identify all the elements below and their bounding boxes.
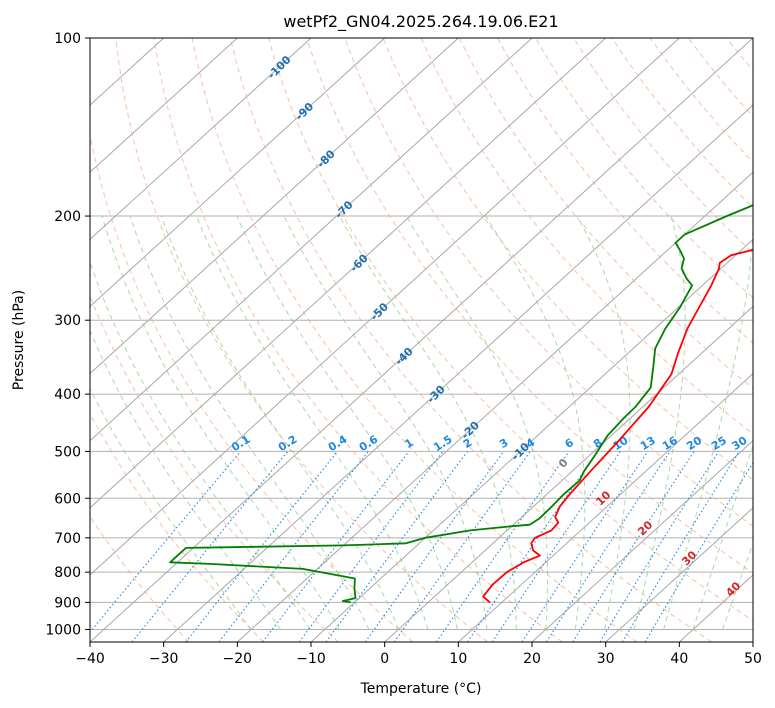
moist-adiabat (90, 329, 282, 630)
mixing-ratio-line (435, 451, 570, 642)
isotherm-line (605, 507, 753, 642)
dry-adiabat (153, 38, 563, 642)
x-tick-label: −40 (75, 651, 105, 667)
mixing-ratio-line (491, 451, 621, 642)
moist-adiabat (283, 215, 488, 630)
isotherm-line (531, 439, 753, 642)
y-tick-label: 400 (54, 387, 81, 403)
isotherm-line (163, 104, 753, 642)
mixing-ratio-line (572, 451, 695, 642)
temperature-profile (482, 248, 753, 604)
mixing-ratio-line (262, 451, 410, 642)
isotherm-line (90, 38, 533, 442)
dry-adiabat (90, 412, 264, 642)
mixing-ratio-line (621, 451, 740, 642)
isotherm-line (90, 38, 386, 308)
moist-adiabat (196, 215, 429, 630)
y-tick-label: 700 (54, 531, 81, 547)
x-tick-label: 20 (523, 651, 541, 667)
isotherm-line (90, 38, 459, 375)
moist-adiabat (236, 215, 458, 630)
moist-adiabat (633, 215, 686, 630)
x-tick-label: −20 (223, 651, 253, 667)
mixing-ratio-line (364, 451, 505, 642)
moist-adiabat (129, 215, 370, 630)
moist-adiabat (485, 215, 586, 630)
moist-adiabat (339, 215, 517, 630)
moist-adiabat (405, 215, 548, 630)
dry-adiabat (229, 38, 712, 642)
y-tick-label: 500 (54, 444, 81, 460)
x-tick-label: 50 (744, 651, 762, 667)
moist-adiabat (160, 215, 399, 630)
y-tick-label: 800 (54, 565, 81, 581)
mixing-ratio-label: 36 (750, 434, 770, 453)
mixing-ratio-line (90, 451, 242, 633)
moist-adiabat (576, 215, 631, 630)
x-tick-label: −30 (149, 651, 179, 667)
isotherm-line (90, 38, 238, 173)
chart-title: wetPf2_GN04.2025.264.19.06.E21 (283, 12, 558, 32)
dry-adiabat (344, 38, 753, 527)
dry-adiabat (458, 38, 753, 389)
x-axis-label: Temperature (°C) (360, 681, 482, 697)
x-tick-label: 30 (597, 651, 615, 667)
mixing-ratio-line (298, 451, 444, 642)
mixing-ratio-line (393, 451, 531, 642)
x-tick-label: 0 (380, 651, 389, 667)
mixing-ratio-line (599, 451, 720, 642)
y-tick-label: 900 (54, 595, 81, 611)
y-axis-label: Pressure (hPa) (11, 290, 27, 390)
mixing-ratio-line (521, 451, 649, 642)
dry-adiabat (90, 132, 414, 642)
moist-adiabat (90, 387, 252, 630)
y-tick-label: 100 (54, 31, 81, 47)
isotherm-line (90, 38, 607, 509)
isotherm-line (384, 305, 753, 642)
x-tick-label: −10 (296, 651, 326, 667)
dry-adiabat (90, 515, 190, 642)
isotherm-line (90, 38, 680, 576)
mixing-ratio-line (545, 451, 671, 642)
isotherm-line (457, 372, 753, 642)
y-tick-label: 600 (54, 491, 81, 507)
x-tick-label: 40 (670, 651, 688, 667)
dry-adiabat (90, 294, 339, 642)
dry-adiabat (268, 38, 753, 622)
mixing-ratio-line (325, 451, 468, 642)
y-tick-label: 1000 (45, 622, 81, 638)
dry-adiabat (115, 38, 488, 642)
isotherm-line (310, 238, 753, 642)
axes: −40 −30 −20 −10 0 10 20 30 40 50 100 200 300 400 500 60… (45, 31, 762, 667)
y-tick-label: 300 (54, 313, 81, 329)
background-lines (90, 38, 753, 642)
moist-adiabat (101, 215, 340, 630)
mixing-ratio-line (185, 451, 339, 642)
plot-frame (89, 37, 754, 643)
dewpoint-profile (169, 204, 753, 604)
dry-adiabat (306, 38, 753, 574)
dry-adiabat (496, 38, 753, 344)
mixing-ratio-line (467, 451, 599, 642)
isotherm-line (236, 171, 753, 642)
y-tick-label: 200 (54, 209, 81, 225)
moist-adiabat (722, 542, 753, 630)
sounding-series (169, 204, 753, 604)
isotherm-line (90, 38, 312, 241)
moist-adiabat (692, 444, 753, 630)
x-tick-label: 10 (449, 651, 467, 667)
isotherm-line (90, 38, 753, 642)
